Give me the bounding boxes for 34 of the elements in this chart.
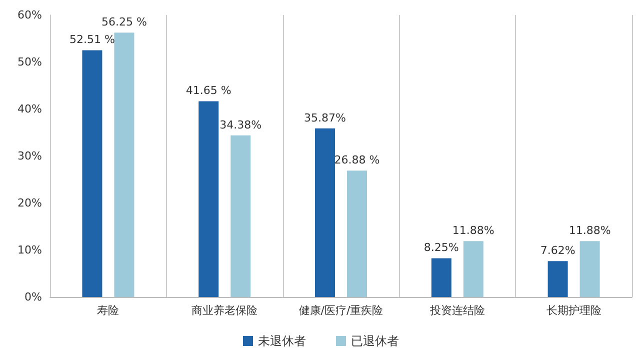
data-label: 8.25% [424,241,459,254]
y-tick-label: 50% [18,56,42,68]
x-tick-label: 投资连结险 [428,304,485,317]
bar [431,258,452,297]
x-tick-label: 商业养老保险 [192,304,258,317]
data-label: 34.38% [220,118,262,132]
data-label: 52.51 % [69,33,115,46]
bar [198,101,219,297]
data-label: 7.62% [540,244,576,258]
x-tick-label: 长期护理险 [546,304,602,317]
data-label: 35.87% [304,111,346,124]
data-label: 11.88% [568,224,611,238]
bar [347,170,367,297]
y-tick-label: 20% [18,196,42,210]
x-tick-label: 寿险 [97,304,120,317]
bar [580,241,600,297]
x-tick-label: 健康/医疗/重疾险 [298,304,384,317]
data-label: 56.25 % [101,16,147,29]
legend-label: 未退休者 [258,334,306,348]
bar [463,241,484,297]
data-label: 41.65 % [186,84,232,98]
data-label: 26.88 % [334,154,380,167]
data-label: 11.88% [452,224,494,238]
legend-label: 已退休者 [351,334,399,348]
y-tick-label: 60% [18,8,42,22]
y-tick-label: 10% [18,244,42,256]
y-tick-label: 40% [18,102,42,116]
bar [114,32,134,297]
y-tick-label: 30% [18,150,42,162]
bar [230,135,251,297]
bar [548,261,568,297]
y-tick-label: 0% [24,290,42,304]
bar [315,128,335,297]
bar [82,50,102,297]
